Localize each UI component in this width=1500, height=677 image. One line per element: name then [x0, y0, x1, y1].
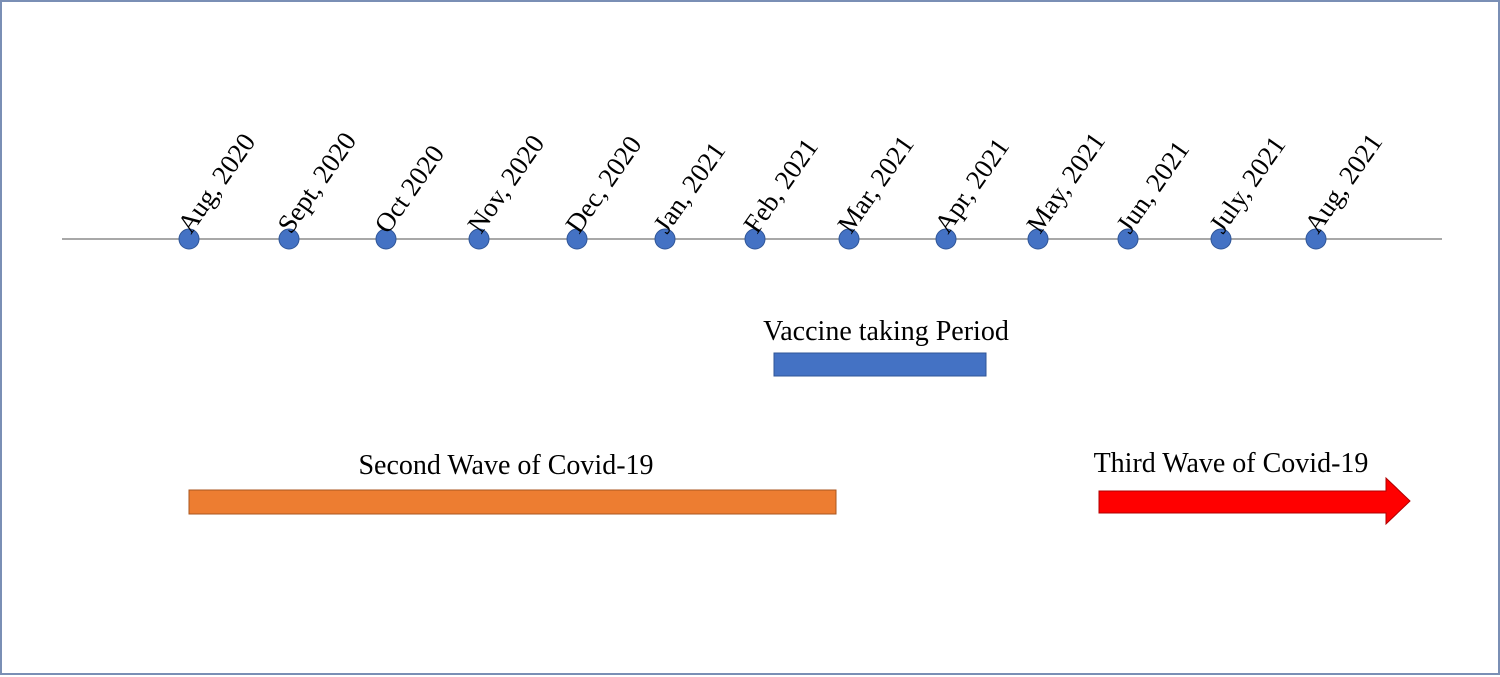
month-label: Sept, 2020 [271, 127, 362, 239]
month-marker [1210, 228, 1232, 250]
second-wave-bar [188, 489, 837, 515]
month-marker [178, 228, 200, 250]
month-label: Nov, 2020 [461, 129, 550, 238]
third-wave-label: Third Wave of Covid-19 [1094, 448, 1369, 479]
month-marker [468, 228, 490, 250]
month-label: Feb, 2021 [737, 133, 824, 239]
month-labels: Aug, 2020 Sept, 2020 Oct 2020 Nov, 2020 Dec,… [171, 127, 1388, 239]
month-label: Oct 2020 [368, 140, 450, 239]
month-label: Dec, 2020 [559, 130, 647, 238]
month-marker [935, 228, 957, 250]
vaccine-period-label: Vaccine taking Period [763, 316, 1009, 347]
month-marker [1305, 228, 1327, 250]
month-marker [566, 228, 588, 250]
month-label: May, 2021 [1020, 127, 1111, 239]
month-marker [1117, 228, 1139, 250]
month-label: Aug, 2020 [171, 128, 261, 239]
month-marker [1027, 228, 1049, 250]
month-marker [654, 228, 676, 250]
month-markers [178, 228, 1327, 250]
month-marker [838, 228, 860, 250]
month-label: Aug, 2021 [1298, 128, 1388, 239]
month-marker [375, 228, 397, 250]
month-label: Jan, 2021 [647, 136, 731, 238]
month-marker [744, 228, 766, 250]
month-label: July, 2021 [1203, 131, 1291, 239]
vaccine-period-bar [773, 352, 987, 377]
month-label: Jun, 2021 [1110, 135, 1195, 238]
month-label: Apr, 2021 [928, 132, 1015, 238]
third-wave-arrow [1098, 476, 1411, 526]
second-wave-label: Second Wave of Covid-19 [358, 450, 653, 481]
month-label: Mar, 2021 [831, 130, 919, 238]
month-marker [278, 228, 300, 250]
